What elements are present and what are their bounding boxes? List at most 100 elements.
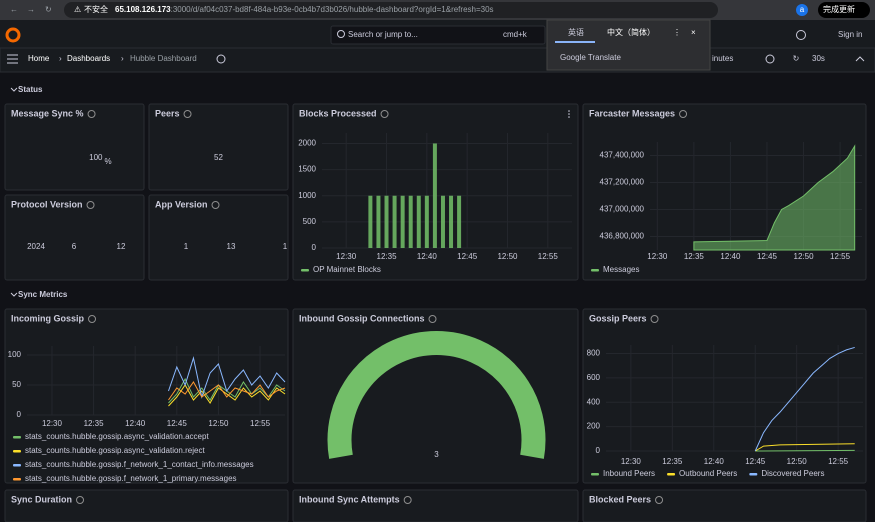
x-tick-label: 12:30	[621, 457, 642, 466]
x-tick-label: 12:55	[538, 252, 559, 261]
y-tick-label: 437,000,000	[600, 205, 645, 214]
x-tick-label: 12:30	[647, 252, 668, 261]
x-tick-label: 12:50	[794, 252, 815, 261]
bar	[432, 143, 437, 248]
time-range[interactable]: inutes	[712, 54, 733, 63]
stat-value: 2024	[27, 242, 45, 251]
legend-swatch	[591, 269, 599, 272]
y-tick-label: 437,200,000	[600, 178, 645, 187]
bar	[424, 195, 429, 248]
popup-menu[interactable]: ⋮	[673, 28, 681, 37]
x-tick-label: 12:50	[497, 252, 518, 261]
y-tick-label: 2000	[298, 139, 316, 148]
info-icon	[655, 496, 664, 504]
bar	[440, 195, 445, 248]
url-warning: 不安全	[84, 4, 108, 14]
y-tick-label: 200	[587, 422, 601, 431]
legend-swatch	[13, 450, 21, 453]
search-box[interactable]	[330, 25, 546, 45]
x-tick-label: 12:40	[704, 457, 725, 466]
help-icon[interactable]	[796, 30, 806, 40]
share-icon[interactable]	[216, 54, 226, 64]
info-icon	[679, 110, 688, 118]
sign-in[interactable]: Sign in	[838, 30, 862, 39]
info-icon	[76, 496, 85, 504]
menu-icon[interactable]	[7, 54, 18, 64]
crumb[interactable]: Dashboards	[67, 54, 110, 63]
legend-label: stats_counts.hubble.gossip.f_network_1_p…	[25, 474, 237, 483]
refresh-icon[interactable]: ↻	[793, 54, 800, 63]
legend-swatch	[13, 464, 21, 467]
address-bar[interactable]	[64, 2, 718, 18]
crumb[interactable]: Home	[28, 54, 50, 63]
popup-close[interactable]: ×	[691, 28, 696, 37]
y-tick-label: 437,400,000	[600, 151, 645, 160]
x-tick-label: 12:45	[457, 252, 478, 261]
grafana-logo[interactable]	[5, 27, 21, 43]
y-tick-label: 800	[587, 349, 601, 358]
panel-menu-dot	[568, 110, 570, 112]
translate-tab[interactable]: 中文（简体）	[607, 27, 655, 37]
panel	[148, 103, 289, 191]
panel-title: Blocks Processed	[299, 108, 377, 118]
bar	[449, 195, 454, 248]
reload[interactable]: ↻	[45, 5, 52, 14]
panel-title: Farcaster Messages	[589, 108, 675, 118]
collapse[interactable]	[855, 56, 865, 62]
legend-label: Inbound Peers	[603, 469, 655, 478]
zoom-out[interactable]	[765, 54, 775, 64]
panel	[4, 308, 289, 484]
info-icon	[87, 110, 96, 118]
search-icon	[337, 30, 345, 38]
panel-title: Peers	[155, 108, 180, 118]
panel-title: Protocol Version	[11, 199, 83, 209]
legend-swatch	[13, 478, 21, 481]
legend-label: Messages	[603, 265, 639, 274]
tab-underline	[555, 41, 595, 43]
legend-swatch	[667, 473, 676, 476]
row-chevron	[10, 87, 18, 92]
profile-avatar[interactable]	[796, 4, 808, 16]
info-icon	[183, 110, 192, 118]
line	[754, 443, 855, 452]
gauge-arc	[327, 331, 546, 459]
panel	[582, 489, 867, 522]
y-tick-label: 50	[12, 380, 21, 389]
line	[168, 356, 286, 399]
url[interactable]: 65.108.126.173:3000/d/af04c037-bd8f-484a…	[115, 5, 494, 14]
y-tick-label: 100	[8, 350, 22, 359]
translate-tab[interactable]: 英语	[568, 27, 584, 37]
bar	[376, 195, 381, 248]
x-tick-label: 12:30	[336, 252, 357, 261]
x-tick-label: 12:45	[167, 419, 188, 428]
legend-swatch	[749, 473, 758, 476]
x-tick-label: 12:50	[787, 457, 808, 466]
panel	[292, 308, 579, 484]
x-tick-label: 12:35	[84, 419, 105, 428]
x-tick-label: 12:35	[684, 252, 705, 261]
update-label: 完成更新	[823, 4, 855, 14]
info-icon	[403, 496, 412, 504]
legend-label: Discovered Peers	[761, 469, 824, 478]
panel-title: Gossip Peers	[589, 313, 647, 323]
crumb-sep: ›	[121, 54, 124, 63]
bar	[392, 195, 397, 248]
panel	[4, 103, 145, 191]
refresh-interval[interactable]: 30s	[812, 54, 825, 63]
info-icon	[428, 315, 437, 323]
forward[interactable]: →	[27, 5, 35, 14]
shortcut: cmd+k	[503, 30, 528, 39]
bar	[408, 195, 413, 248]
legend-swatch	[301, 269, 309, 272]
back[interactable]: ←	[10, 5, 18, 14]
info-icon	[86, 201, 95, 209]
bar	[384, 195, 389, 248]
update-button[interactable]	[818, 2, 870, 18]
info-icon	[211, 201, 220, 209]
stat-value: 52	[214, 153, 223, 162]
legend-swatch	[591, 473, 599, 476]
y-tick-label: 1000	[298, 191, 316, 200]
panel	[582, 308, 867, 484]
x-tick-label: 12:40	[417, 252, 438, 261]
